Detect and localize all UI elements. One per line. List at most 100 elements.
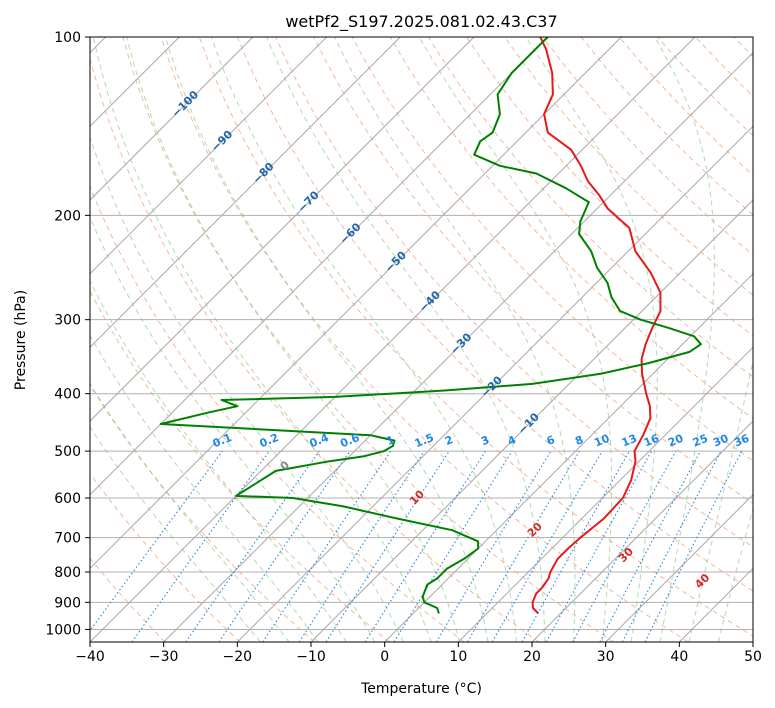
moist-adiabat (90, 426, 261, 642)
plot-frame (89, 36, 754, 643)
dry-adiabat (389, 37, 753, 420)
dry-adiabat (313, 37, 753, 505)
y-tick-label: 800 (54, 565, 81, 581)
dewpoint-profile-line (159, 37, 702, 614)
moist-adiabat (418, 37, 613, 642)
mixing-ratio-line (521, 450, 630, 642)
dry-adiabat (237, 37, 753, 592)
dry-adiabat (90, 557, 166, 642)
y-tick-label: 700 (54, 531, 81, 547)
isotherm-line (90, 37, 696, 642)
x-tick-label: 10 (449, 649, 467, 665)
x-tick-label: 40 (670, 649, 688, 665)
isotherm-line (90, 37, 328, 275)
mixing-ratio-label: 1 (385, 433, 397, 448)
moist-adiabat (266, 37, 546, 642)
moist-adiabat (90, 382, 290, 642)
moist-adiabat (90, 334, 319, 642)
dry-adiabat (90, 185, 465, 642)
mixing-ratio-label: 16 (642, 432, 661, 450)
isotherm-line (531, 420, 753, 642)
moist-adiabat (90, 135, 404, 642)
y-axis-label: Pressure (hPa) (13, 290, 29, 390)
dry-adiabat (160, 37, 689, 642)
isotherm-line (310, 199, 753, 642)
plot-background (90, 37, 753, 642)
moist-adiabat (126, 37, 461, 642)
x-axis-label: Temperature (°C) (360, 681, 482, 697)
dry-adiabat (90, 290, 390, 642)
isotherm-line (90, 37, 475, 422)
mixing-ratio-line (90, 450, 223, 632)
dry-adiabat (90, 56, 540, 642)
isotherm-line (90, 37, 549, 496)
x-axis-ticks: −40 −30 −20 −10 0 10 20 30 40 50 (75, 642, 762, 665)
dry-adiabat (504, 37, 753, 296)
mixing-ratio-label: 30 (711, 432, 730, 450)
isotherm-line (90, 37, 254, 201)
isotherms (90, 37, 753, 642)
isotherm-line (605, 493, 753, 642)
isotherm-line (163, 51, 753, 642)
mixing-ratio-label: 25 (691, 432, 710, 450)
x-tick-label: 0 (380, 649, 389, 665)
mixing-ratio-line (298, 450, 425, 642)
y-tick-label: 500 (54, 444, 81, 460)
mixing-ratio-label: 10 (592, 432, 611, 450)
isotherm-line (384, 272, 753, 642)
x-tick-label: −10 (296, 649, 326, 665)
y-tick-label: 300 (54, 313, 81, 329)
x-tick-label: 30 (597, 649, 615, 665)
x-tick-label: 50 (744, 649, 762, 665)
chart-title: wetPf2_S197.2025.081.02.43.C37 (285, 12, 557, 32)
moist-adiabat (334, 37, 576, 642)
isotherm-line (236, 125, 753, 642)
y-tick-label: 200 (54, 208, 81, 224)
dry-adiabat (275, 37, 753, 548)
dry-adiabat (466, 37, 753, 337)
dry-adiabat (351, 37, 753, 462)
temperature-profile-line (531, 37, 662, 615)
mixing-ratio-label: 36 (732, 432, 751, 450)
y-tick-label: 1000 (45, 622, 81, 638)
isotherm-line (457, 346, 753, 642)
mixing-ratio-line (572, 450, 677, 642)
moist-adiabat (654, 37, 715, 642)
dry-adiabat (122, 37, 614, 642)
mixing-ratio-line (644, 450, 743, 642)
dry-adiabat (198, 37, 753, 637)
mixing-ratio-label: 2 (443, 433, 455, 448)
mixing-ratio-label: 3 (479, 433, 491, 448)
mixing-ratio-line (185, 450, 320, 642)
dry-adiabat (90, 472, 241, 642)
mixing-ratio-line (131, 450, 270, 642)
isotherm-line (752, 641, 753, 642)
isotherm-line (90, 37, 622, 570)
y-tick-label: 400 (54, 387, 81, 403)
mixing-ratio-line (262, 450, 392, 642)
moist-adiabat (210, 37, 517, 642)
mixing-ratio-label: 8 (573, 433, 585, 448)
y-axis-ticks: 100 200 300 400 500 600 700 800 900 1000 (45, 30, 90, 638)
moist-adiabat (525, 37, 658, 642)
moist-adiabat (92, 37, 432, 642)
x-tick-label: −40 (75, 649, 105, 665)
mixing-ratio-label: 20 (666, 432, 685, 450)
mixing-ratio-line (218, 450, 351, 642)
y-tick-label: 100 (54, 30, 81, 46)
moist-adiabat (164, 37, 489, 642)
x-tick-label: −20 (223, 649, 253, 665)
mixing-ratio-lines (90, 450, 743, 642)
moist-adiabat (90, 215, 376, 642)
mixing-ratio-label: 13 (620, 432, 639, 450)
y-tick-label: 600 (54, 491, 81, 507)
x-tick-label: −30 (149, 649, 179, 665)
y-tick-label: 900 (54, 595, 81, 611)
mixing-ratio-line (545, 450, 653, 642)
mixing-ratio-line (393, 450, 513, 642)
mixing-ratio-line (325, 450, 450, 642)
x-tick-label: 20 (523, 649, 541, 665)
isotherm-line (90, 37, 401, 349)
sounding-profiles (159, 37, 702, 615)
